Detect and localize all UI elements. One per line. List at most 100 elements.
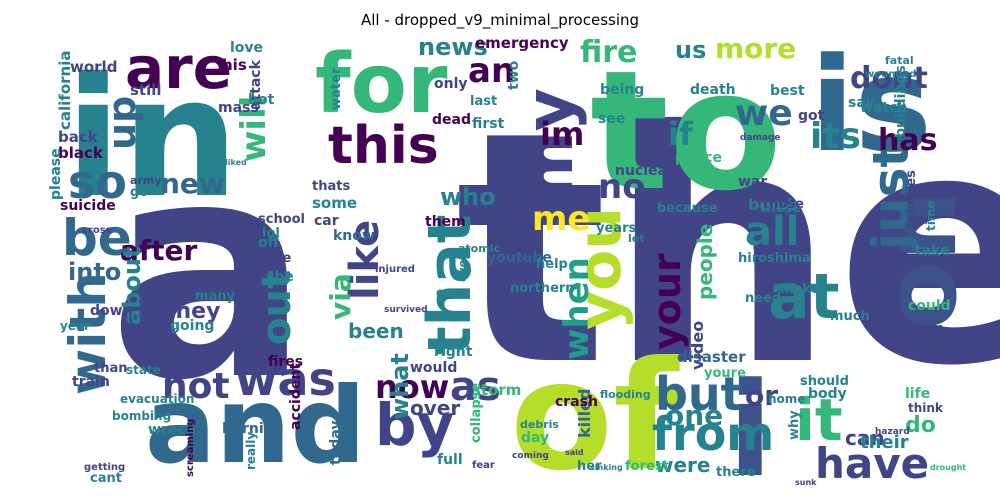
word-last: last <box>470 94 497 109</box>
word-world: world <box>70 58 117 76</box>
word-northern: northern <box>510 281 575 296</box>
word-one: one <box>665 399 723 432</box>
word-even: even <box>456 252 469 282</box>
word-over: over <box>410 396 460 420</box>
word-see: see <box>598 111 625 127</box>
word-damage: damage <box>740 133 781 143</box>
word-legionnaires: legionnaires <box>880 323 943 333</box>
word-thats: thats <box>312 179 350 194</box>
word-let: let <box>628 232 645 245</box>
word-full: full <box>437 452 463 468</box>
word-flood: flood <box>200 232 228 243</box>
word-hiroshima: hiroshima <box>738 251 811 266</box>
word-love: love <box>230 40 263 56</box>
word-make: make <box>780 282 820 297</box>
word-down: down <box>90 303 133 319</box>
word-got: got <box>798 108 825 124</box>
word-today: today <box>328 421 344 465</box>
word-sunk: sunk <box>795 478 817 487</box>
word-nuclear: nuclear <box>615 163 674 179</box>
word-two: two <box>506 60 522 90</box>
word-hazard: hazard <box>875 427 910 437</box>
word-best: best <box>770 83 805 99</box>
word-accident: accident <box>288 363 304 430</box>
word-train: train <box>72 374 110 390</box>
word-could: could <box>908 298 951 314</box>
word-time: time <box>924 201 938 232</box>
word-year: year <box>60 319 90 333</box>
word-his: his <box>222 56 247 74</box>
word-smoke: smoke <box>861 290 901 303</box>
word-we: we <box>735 93 793 134</box>
word-first: first <box>472 116 505 132</box>
word-why: why <box>787 410 802 440</box>
word-would: would <box>410 360 457 376</box>
word-wounded: wounded <box>865 69 916 80</box>
word-me: me <box>532 199 591 239</box>
word-those: those <box>763 197 804 212</box>
word-youre: youre <box>704 366 746 381</box>
word-disaster: disaster <box>677 348 746 366</box>
word-survived: survived <box>384 305 428 315</box>
word-know: know <box>333 228 375 244</box>
word-fear: fear <box>472 460 495 471</box>
word-getting: getting <box>84 462 125 473</box>
word-dead: dead <box>432 112 471 128</box>
word-coming: coming <box>512 451 549 461</box>
word-im: im <box>540 115 584 153</box>
word-please: please <box>48 148 64 200</box>
word-sinking: sinking <box>590 463 623 472</box>
word-there: there <box>716 465 756 480</box>
word-injured: injured <box>375 264 415 275</box>
word-right: right <box>434 344 473 360</box>
word-this: this <box>328 116 439 176</box>
word-going: going <box>170 318 214 334</box>
word-said: said <box>565 448 584 457</box>
word-more: more <box>715 32 796 65</box>
word-car: car <box>314 213 339 229</box>
word-been: been <box>348 319 404 343</box>
word-new: new <box>160 167 225 200</box>
word-fire: fire <box>580 35 637 70</box>
word-who: who <box>440 183 496 211</box>
word-emergency: emergency <box>475 34 569 52</box>
word-school: school <box>258 212 305 227</box>
word-that: that <box>415 214 485 355</box>
word-state: state <box>126 363 161 377</box>
word-hope: hope <box>510 238 535 248</box>
word-fatal: fatal <box>885 54 914 67</box>
word-many: many <box>195 289 236 304</box>
word-think: think <box>908 401 944 415</box>
word-them: them <box>425 214 466 230</box>
word-say: say <box>848 95 874 111</box>
word-up: up <box>100 96 144 150</box>
word-via: via <box>324 273 357 320</box>
word-should: should <box>800 374 849 389</box>
word-people: people <box>693 224 717 300</box>
word-debris: debris <box>520 418 559 431</box>
word-than: than <box>94 361 128 376</box>
word-suicide: suicide <box>60 198 116 214</box>
word-our: our <box>436 286 461 301</box>
word-day: day <box>521 430 549 446</box>
word-into: into <box>68 258 121 286</box>
word-cant: cant <box>90 471 122 486</box>
word-death: death <box>690 82 736 98</box>
word-really: really <box>244 432 258 470</box>
word-home: home <box>768 392 805 406</box>
word-california: california <box>56 51 74 130</box>
word-help: help <box>536 257 568 272</box>
word-drought: drought <box>930 463 966 472</box>
word-black: black <box>58 144 104 162</box>
word-screaming: screaming <box>185 419 196 477</box>
word-war: war <box>738 174 767 190</box>
word-lol: lol <box>262 226 280 241</box>
word-your: your <box>645 253 689 350</box>
word-much: much <box>830 309 870 324</box>
word-still: still <box>130 81 162 99</box>
word-police: police <box>675 150 722 166</box>
word-thunder: thunder <box>245 253 281 262</box>
word-because: because <box>657 201 718 216</box>
word-cross: cross <box>82 225 112 236</box>
